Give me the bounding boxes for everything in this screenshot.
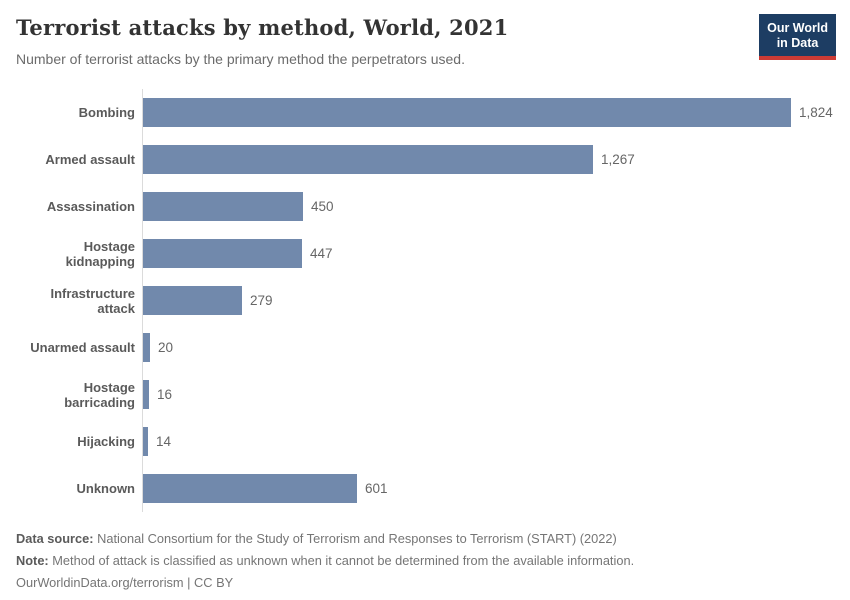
owid-logo-line2: in Data [776,36,819,50]
category-label: Hijacking [77,434,135,449]
url-line: OurWorldinData.org/terrorism | CC BY [16,572,834,594]
chart-footer: Data source: National Consortium for the… [0,528,850,594]
value-label: 447 [310,246,333,261]
chart-header: Terrorist attacks by method, World, 2021… [0,0,850,68]
data-source-line: Data source: National Consortium for the… [16,528,834,550]
bar[interactable] [143,192,303,221]
note-label: Note: [16,553,49,568]
bar[interactable] [143,286,242,315]
category-label: Hostage kidnapping [65,238,135,269]
bar-track: 601 [142,465,836,512]
chart-title: Terrorist attacks by method, World, 2021 [16,15,509,40]
value-label: 14 [156,434,172,449]
bar-row: Hostage barricading 16 [16,371,836,418]
bar-track: 450 [142,183,836,230]
value-label: 20 [158,340,174,355]
category-label: Bombing [78,105,135,120]
bar[interactable] [143,145,593,174]
value-label: 601 [365,481,388,496]
bar-row: Hijacking 14 [16,418,836,465]
bar-row: Bombing 1,824 [16,89,836,136]
bar-row: Infrastructure attack 279 [16,277,836,324]
note-line: Note: Method of attack is classified as … [16,550,834,572]
bar-row: Assassination 450 [16,183,836,230]
bar-track: 1,824 [142,89,836,136]
bar-row: Unarmed assault 20 [16,324,836,371]
owid-logo-line1: Our World [767,21,828,35]
category-label: Unarmed assault [30,340,135,355]
data-source-label: Data source: [16,531,94,546]
bar-row: Unknown 601 [16,465,836,512]
data-source-text: National Consortium for the Study of Ter… [93,531,617,546]
value-label: 1,824 [799,105,833,120]
bar-track: 20 [142,324,836,371]
category-label: Hostage barricading [64,379,135,410]
value-label: 450 [311,199,334,214]
bar-chart-plot: Bombing 1,824 Armed assault 1,267 Assassinat… [0,89,850,512]
bar[interactable] [143,474,357,503]
value-label: 1,267 [601,152,635,167]
category-label: Assassination [46,199,135,214]
bar-track: 447 [142,230,836,277]
value-label: 279 [250,293,273,308]
bar[interactable] [143,380,149,409]
category-label: Armed assault [45,152,135,167]
note-text: Method of attack is classified as unknow… [48,553,635,568]
chart-subtitle: Number of terrorist attacks by the prima… [16,51,465,67]
category-label: Infrastructure attack [50,285,135,316]
owid-logo: Our World in Data [759,14,836,60]
bar-rows: Bombing 1,824 Armed assault 1,267 Assassinat… [16,89,836,512]
bar-row: Armed assault 1,267 [16,136,836,183]
bar-track: 16 [142,371,836,418]
bar[interactable] [143,427,148,456]
header-text: Terrorist attacks by method, World, 2021… [16,14,508,68]
bar-track: 14 [142,418,836,465]
bar[interactable] [143,98,791,127]
bar[interactable] [143,333,150,362]
bar-row: Hostage kidnapping 447 [16,230,836,277]
bar-track: 1,267 [142,136,836,183]
footer-url[interactable]: OurWorldinData.org/terrorism | CC BY [16,575,234,590]
bar[interactable] [143,239,302,268]
category-label: Unknown [76,481,136,496]
bar-track: 279 [142,277,836,324]
value-label: 16 [157,387,173,402]
